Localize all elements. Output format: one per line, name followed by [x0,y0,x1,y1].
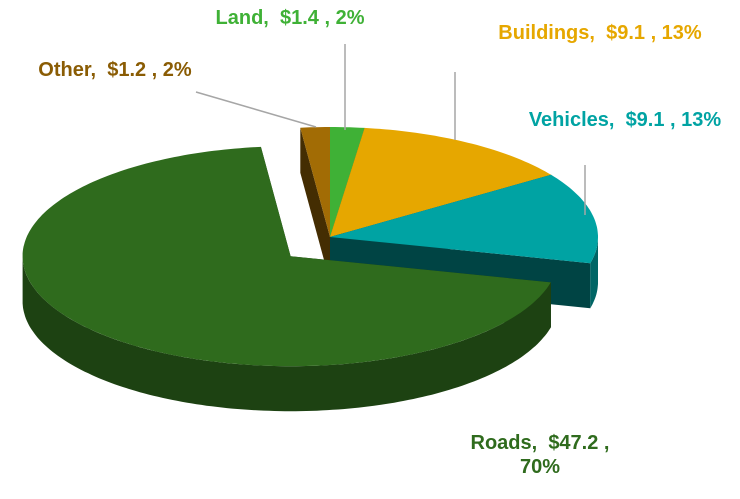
slice [330,127,365,237]
slices [22,127,598,412]
leader-line [195,91,317,128]
category-label: Other, [38,59,97,81]
value-label: $1.2 , 2% [107,59,192,81]
value-label: $1.4 , 2% [279,7,365,29]
slice [330,127,552,237]
data-label: Land, $1.4 , 2% [216,6,365,30]
value-label: $9.1 , 13% [606,22,702,44]
slice [22,146,551,367]
data-label: Other, $1.2 , 2% [38,58,191,82]
data-label: Vehicles, $9.1 , 13% [525,108,725,132]
value-label: $9.1 , 13% [625,109,722,131]
data-label: Buildings, $9.1 , 13% [498,21,701,45]
slice-side [22,256,551,412]
category-label: Roads, [470,432,538,454]
slice [300,127,330,237]
category-label: Vehicles, [528,109,615,131]
slice-side [590,237,598,309]
data-label: Roads, $47.2 , 70% [465,431,615,479]
category-label: Land, [215,7,269,29]
leader-lines [195,44,586,215]
value-label: $47.2 , 70% [519,432,610,478]
slice [330,174,598,264]
slice-side [300,127,330,282]
category-label: Buildings, [498,22,595,44]
